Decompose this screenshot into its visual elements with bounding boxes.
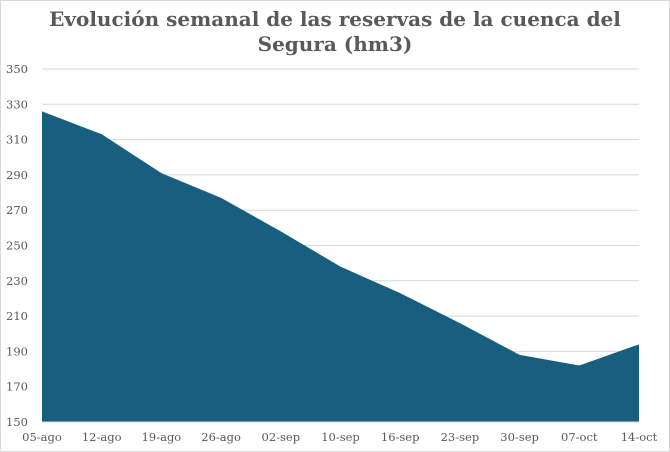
y-tick-label: 230 [6,274,28,288]
y-tick-label: 150 [6,415,28,429]
x-tick-label: 16-sep [381,430,420,444]
x-tick-label: 02-sep [262,430,301,444]
x-tick-label: 10-sep [321,430,360,444]
x-tick-label: 07-oct [561,430,598,444]
x-tick-label: 19-ago [142,430,182,444]
y-tick-label: 310 [6,133,28,147]
x-tick-label: 14-oct [621,430,658,444]
chart-title: Evolución semanal de las reservas de la … [0,7,670,57]
chart-title-line-1: Evolución semanal de las reservas de la … [49,7,621,31]
y-tick-label: 190 [6,344,28,358]
x-tick-label: 23-sep [441,430,480,444]
x-tick-label: 30-sep [500,430,539,444]
y-tick-label: 330 [6,97,28,111]
y-tick-label: 350 [6,62,28,76]
x-tick-label: 05-ago [22,430,62,444]
x-tick-label: 26-ago [201,430,241,444]
y-tick-label: 250 [6,239,28,253]
x-tick-label: 12-ago [82,430,122,444]
y-tick-label: 290 [6,168,28,182]
y-tick-label: 210 [6,309,28,323]
chart-title-line-2: Segura (hm3) [257,32,413,56]
y-tick-label: 170 [6,380,28,394]
y-tick-label: 270 [6,203,28,217]
